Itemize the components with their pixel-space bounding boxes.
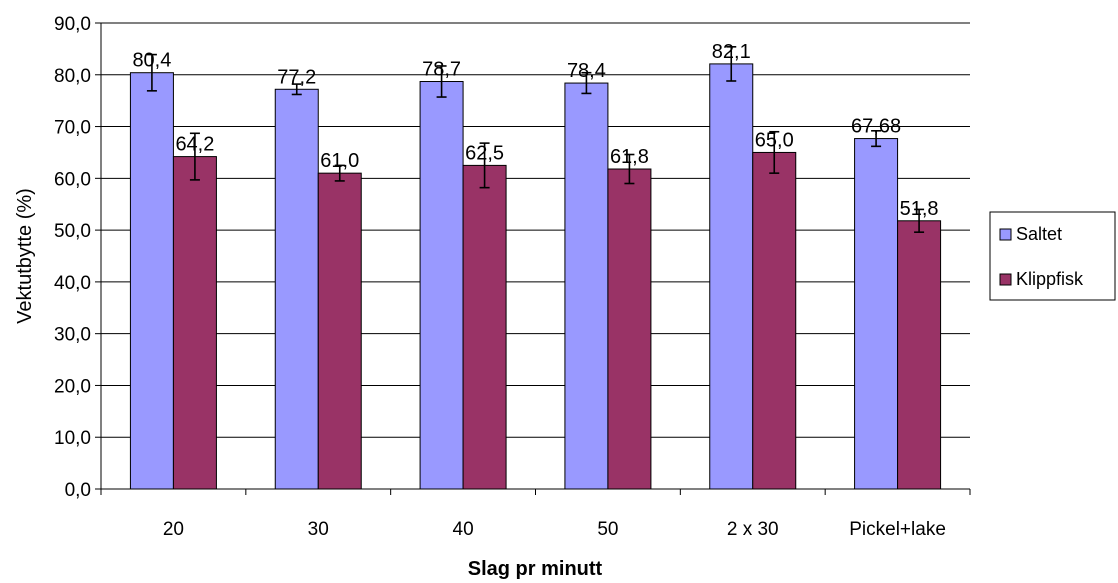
error-bars: [146, 46, 925, 233]
data-label-saltet: 78,4: [567, 60, 606, 82]
y-tick-label: 50,0: [54, 221, 91, 242]
x-tick-labels: 20 30 40 50 2 x 30 Pickel+lake: [163, 519, 946, 540]
y-axis-title: Vektutbytte (%): [14, 188, 36, 324]
legend-swatch-klippfisk: [999, 273, 1012, 286]
bar-klippfisk: [462, 164, 507, 490]
axes: [95, 22, 971, 495]
y-tick-label: 60,0: [54, 169, 91, 190]
x-tick-label: 20: [163, 519, 184, 540]
gridlines: [101, 22, 970, 438]
bar-klippfisk: [897, 220, 942, 490]
bar-klippfisk: [752, 151, 797, 490]
data-label-klippfisk: 64,2: [175, 134, 214, 156]
x-tick-label: 30: [308, 519, 329, 540]
data-label-klippfisk: 61,8: [610, 146, 649, 168]
bar-saltet: [564, 82, 609, 490]
bar-klippfisk: [317, 172, 362, 490]
x-axis-title: Slag pr minutt: [468, 558, 603, 580]
data-label-saltet: 80,4: [132, 50, 171, 72]
data-label-saltet: 77,2: [277, 66, 316, 88]
bar-klippfisk: [172, 156, 217, 490]
data-label-saltet: 67,68: [851, 116, 901, 138]
y-tick-labels: 0,0 10,0 20,0 30,0 40,0 50,0 60,0 70,0 80,0 90,0: [54, 14, 91, 501]
bars: [129, 63, 942, 490]
x-tick-label: 50: [597, 519, 618, 540]
bar-saltet: [854, 138, 899, 490]
y-tick-label: 10,0: [54, 428, 91, 449]
y-tick-label: 30,0: [54, 325, 91, 346]
legend: Saltet Klippfisk: [989, 211, 1116, 301]
data-label-saltet: 82,1: [712, 41, 751, 63]
x-tick-label: Pickel+lake: [849, 519, 946, 540]
bar-saltet: [129, 72, 174, 490]
data-label-klippfisk: 61,0: [320, 150, 359, 172]
data-label-klippfisk: 51,8: [900, 198, 939, 220]
legend-label-klippfisk: Klippfisk: [1016, 269, 1084, 289]
x-tick-label: 40: [453, 519, 474, 540]
data-label-saltet: 78,7: [422, 59, 461, 81]
y-tick-label: 90,0: [54, 14, 91, 35]
y-tick-label: 80,0: [54, 66, 91, 87]
legend-swatch-saltet: [999, 228, 1012, 241]
y-tick-label: 20,0: [54, 376, 91, 397]
bar-klippfisk: [607, 168, 652, 490]
y-tick-label: 0,0: [65, 480, 91, 501]
y-tick-label: 70,0: [54, 118, 91, 139]
bar-saltet: [419, 81, 464, 490]
bar-saltet: [709, 63, 754, 490]
bar-saltet: [274, 88, 319, 490]
legend-label-saltet: Saltet: [1016, 224, 1062, 244]
x-tick-label: 2 x 30: [727, 519, 779, 540]
data-label-klippfisk: 65,0: [755, 129, 794, 151]
data-label-klippfisk: 62,5: [465, 142, 504, 164]
data-labels: 80,4 64,2 77,2 61,0 78,7 62,5 78,4 61,8 82,1 65,0…: [132, 41, 938, 220]
y-tick-label: 40,0: [54, 273, 91, 294]
